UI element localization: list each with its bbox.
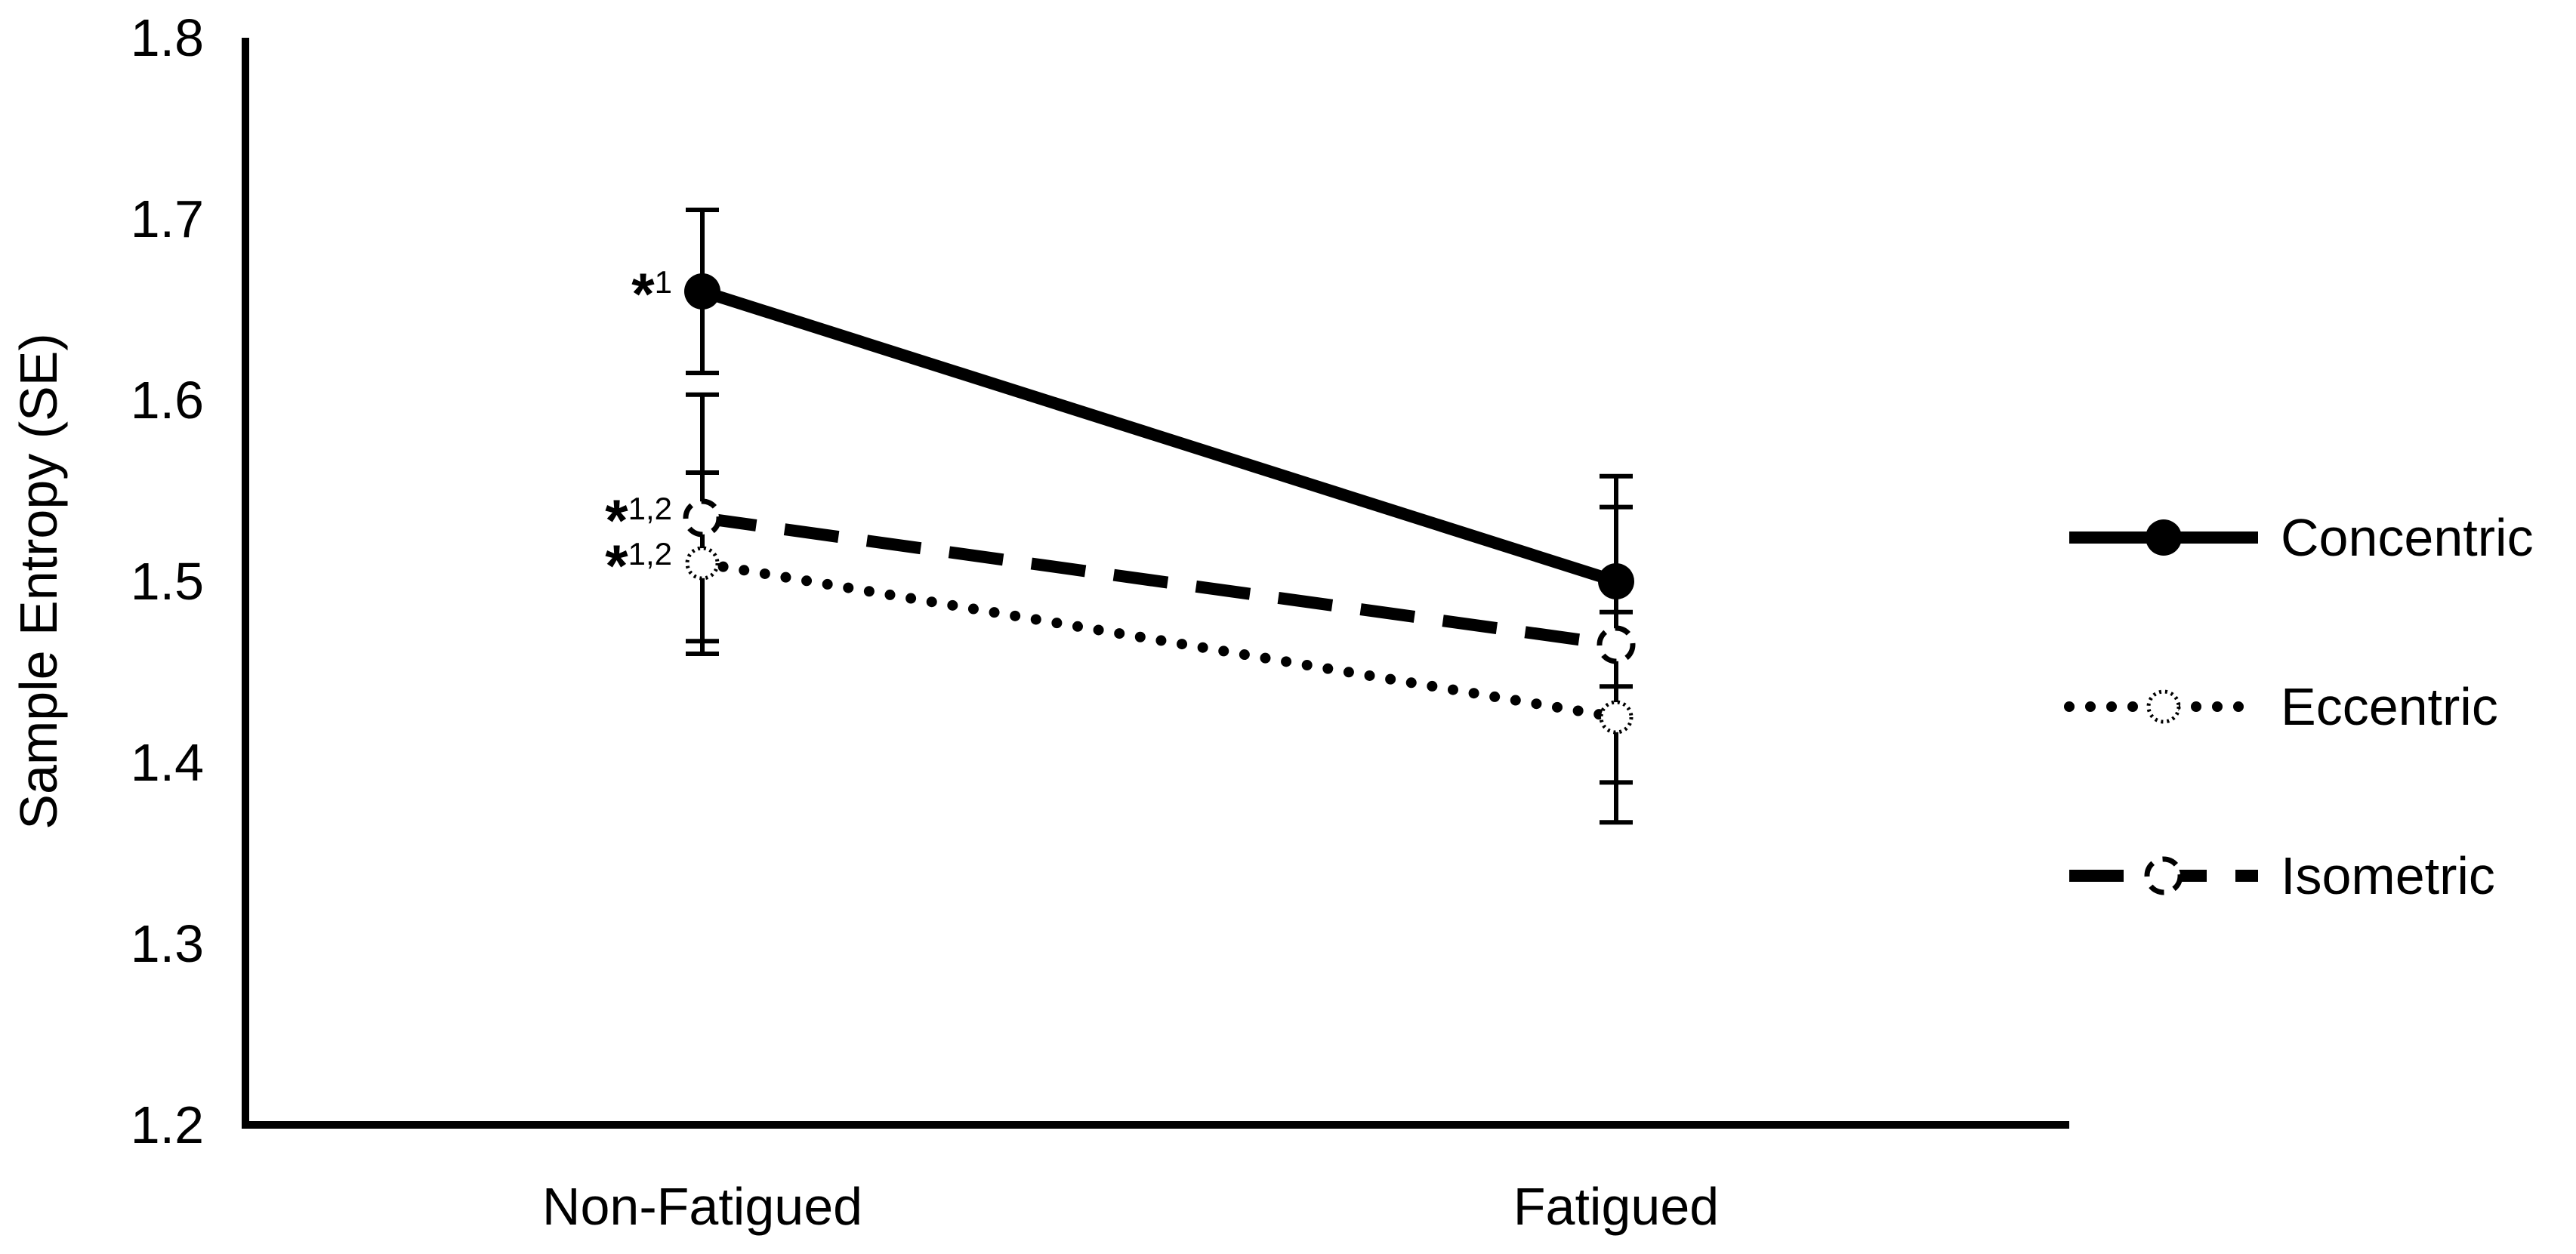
series-lines	[697, 285, 1621, 723]
legend-swatch-marker	[2146, 689, 2181, 724]
significance-annotations: *1*1,2*1,2	[605, 260, 672, 599]
legend-item-eccentric: Eccentric	[2064, 677, 2498, 736]
series-line-eccentric	[697, 558, 1621, 723]
data-point-isometric	[683, 498, 722, 538]
legend-label: Eccentric	[2281, 677, 2498, 736]
legend-item-concentric: Concentric	[2069, 508, 2534, 567]
x-category-label: Fatigued	[1513, 1177, 1719, 1236]
significance-star: *	[605, 532, 628, 599]
significance-superscript: 1,2	[628, 536, 672, 572]
legend: Concentric Eccentric Isometric	[2064, 508, 2534, 905]
significance-annotation: *1,2	[605, 487, 672, 553]
data-point-eccentric	[685, 546, 720, 581]
legend-item-isometric: Isometric	[2069, 846, 2495, 905]
axes	[242, 38, 2069, 1129]
significance-star: *	[631, 260, 655, 327]
y-tick-label: 1.5	[131, 552, 204, 611]
series-line-concentric	[700, 285, 1618, 587]
x-category-labels: Non-Fatigued Fatigued	[542, 1177, 1719, 1236]
significance-annotation: *1	[631, 260, 672, 327]
y-tick-label: 1.8	[131, 8, 204, 67]
significance-superscript: 1,2	[628, 491, 672, 526]
y-tick-label: 1.6	[131, 371, 204, 430]
y-axis-title: Sample Entropy (SE)	[9, 333, 68, 829]
significance-star: *	[605, 487, 628, 553]
y-tick-label: 1.2	[131, 1095, 204, 1154]
x-category-label: Non-Fatigued	[542, 1177, 862, 1236]
error-bars	[686, 208, 1633, 825]
y-tick-label: 1.7	[131, 189, 204, 248]
significance-annotation: *1,2	[605, 532, 672, 599]
data-point-concentric	[1598, 563, 1634, 599]
data-point-eccentric	[1599, 700, 1634, 735]
legend-label: Concentric	[2281, 508, 2534, 567]
legend-swatch-marker	[2146, 519, 2182, 556]
legend-swatch-marker	[2144, 856, 2183, 895]
significance-superscript: 1	[655, 264, 672, 300]
y-tick-labels: 1.2 1.3 1.4 1.5 1.6 1.7 1.8	[131, 8, 204, 1154]
data-point-concentric	[684, 273, 720, 310]
y-tick-label: 1.4	[131, 733, 204, 792]
data-point-isometric	[1597, 625, 1636, 664]
y-tick-label: 1.3	[131, 914, 204, 973]
legend-label: Isometric	[2281, 846, 2495, 905]
data-points	[683, 273, 1636, 735]
series-line-isometric	[701, 512, 1618, 651]
